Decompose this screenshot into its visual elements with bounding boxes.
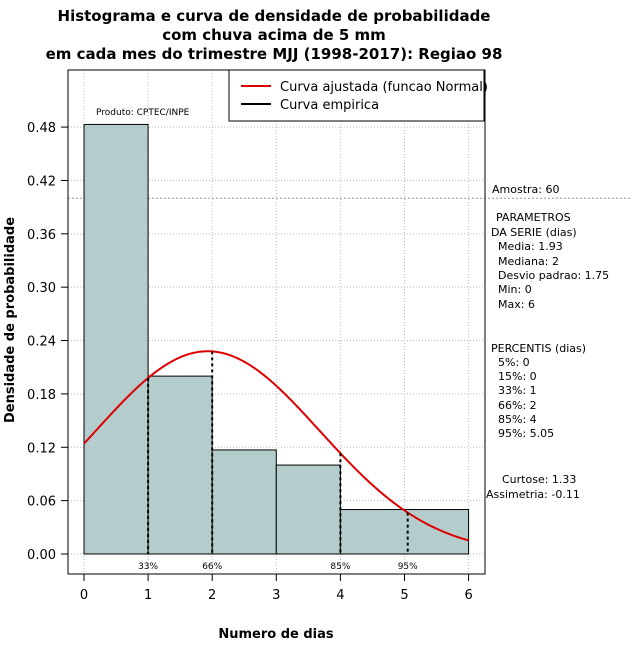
x-tick-label: 5 — [400, 588, 408, 603]
percentis-line: 85%: 4 — [498, 413, 537, 426]
legend-label-empirical: Curva empirica — [280, 98, 379, 113]
curtose-text: Curtose: 1.33 — [502, 473, 576, 486]
percentile-marker-label: 85% — [330, 562, 350, 572]
assimetria-text: Assimetria: -0.11 — [486, 488, 580, 501]
param-line: Desvio padrao: 1.75 — [498, 269, 609, 282]
x-tick-label: 4 — [336, 588, 344, 603]
param-line: Max: 6 — [498, 298, 535, 311]
histogram-bar — [147, 375, 213, 555]
param-line: Mediana: 2 — [498, 255, 559, 268]
percentis-line: 33%: 1 — [498, 384, 537, 397]
legend: Curva ajustada (funcao Normal) Curva emp… — [228, 69, 488, 122]
y-tick-label: 0.00 — [27, 548, 56, 563]
histogram-bar — [275, 464, 341, 555]
x-tick-label: 2 — [208, 588, 216, 603]
param-line: Media: 1.93 — [498, 240, 563, 253]
percentile-marker-label: 33% — [138, 562, 158, 572]
percentis-line: 5%: 0 — [498, 356, 530, 369]
percentis-line: 15%: 0 — [498, 370, 537, 383]
y-tick-label: 0.42 — [27, 174, 56, 189]
x-tick-label: 6 — [464, 588, 472, 603]
histogram-bar — [83, 123, 149, 555]
legend-box — [228, 69, 485, 122]
percentis-line: 66%: 2 — [498, 399, 537, 412]
y-tick-label: 0.18 — [27, 388, 56, 403]
legend-label-fitted: Curva ajustada (funcao Normal) — [280, 80, 488, 95]
percentis-line: 95%: 5.05 — [498, 427, 554, 440]
param-line: Min: 0 — [498, 283, 532, 296]
axes: 0 1 2 3 4 5 6 0.00 0.06 0.12 0.18 0.24 0.30 0.36 0.42 0… — [27, 121, 473, 603]
x-tick-label: 1 — [144, 588, 152, 603]
y-tick-label: 0.06 — [27, 495, 56, 510]
chart-title-line-2: com chuva acima de 5 mm — [162, 26, 386, 44]
percentile-marker-label: 66% — [202, 562, 222, 572]
amostra-text: Amostra: 60 — [492, 183, 559, 196]
percentile-marker-label: 95% — [398, 562, 418, 572]
x-tick-label: 0 — [80, 588, 88, 603]
side-panel: Amostra: 60 PARAMETROS DA SERIE (dias) M… — [486, 183, 609, 501]
chart-title-line-1: Histograma e curva de densidade de proba… — [58, 7, 491, 25]
param-line: PARAMETROS — [496, 211, 571, 224]
histogram-bar — [339, 509, 470, 555]
y-axis-label: Densidade de probabilidade — [3, 217, 18, 423]
chart-title-line-3: em cada mes do trimestre MJJ (1998-2017)… — [46, 45, 503, 63]
x-axis-label: Numero de dias — [218, 627, 334, 642]
y-tick-label: 0.30 — [27, 281, 56, 296]
param-line: DA SERIE (dias) — [491, 226, 577, 239]
y-tick-label: 0.12 — [27, 441, 56, 456]
y-tick-label: 0.24 — [27, 335, 56, 350]
percentis-line: PERCENTIS (dias) — [491, 342, 586, 355]
percentile-markers: 33% 66% 85% 95% — [138, 351, 418, 572]
y-tick-label: 0.48 — [27, 121, 56, 136]
y-tick-label: 0.36 — [27, 228, 56, 243]
histogram-bars — [83, 123, 470, 555]
histogram-bar — [211, 449, 277, 555]
source-note: Produto: CPTEC/INPE — [96, 108, 190, 118]
x-tick-label: 3 — [272, 588, 280, 603]
